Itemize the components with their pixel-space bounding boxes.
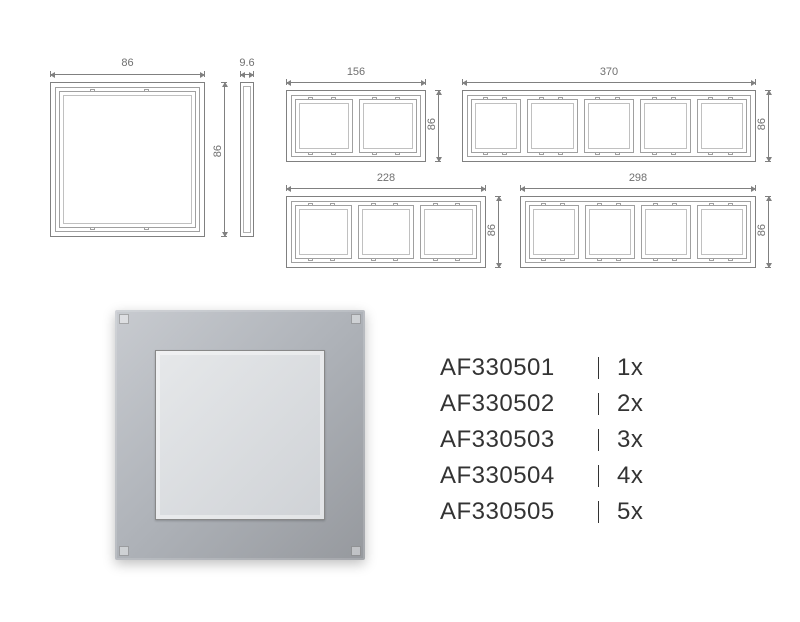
sku-row: AF330504 4x (440, 458, 643, 494)
dimline-3x-h (498, 196, 499, 268)
frame-profile (240, 82, 254, 237)
product-photo (115, 310, 365, 560)
dimline-main-height (224, 82, 225, 237)
dim-2x-h: 86 (426, 118, 438, 130)
sku-table: AF330501 1x AF330502 2x AF330503 3x AF33… (440, 350, 643, 530)
frame-3x (286, 196, 486, 268)
sku-row: AF330501 1x (440, 350, 643, 386)
dimline-depth (240, 74, 254, 75)
dimline-298 (520, 188, 756, 189)
dimline-228 (286, 188, 486, 189)
sku-sep (598, 393, 599, 415)
sku-code: AF330505 (440, 494, 590, 530)
sku-sep (598, 357, 599, 379)
dim-298: 298 (520, 172, 756, 184)
dim-depth: 9.6 (232, 57, 262, 69)
sku-qty: 1x (617, 350, 643, 386)
dimline-5x-h (768, 90, 769, 162)
sku-code: AF330502 (440, 386, 590, 422)
dim-3x-h: 86 (486, 224, 498, 236)
dimline-370 (462, 82, 756, 83)
frame-5x (462, 90, 756, 162)
dimline-4x-h (768, 196, 769, 268)
dimline-main-width (50, 74, 205, 75)
frame-1x (50, 82, 205, 237)
sku-code: AF330503 (440, 422, 590, 458)
sku-sep (598, 465, 599, 487)
sku-sep (598, 501, 599, 523)
sku-code: AF330501 (440, 350, 590, 386)
frame-4x (520, 196, 756, 268)
sku-row: AF330505 5x (440, 494, 643, 530)
sku-qty: 5x (617, 494, 643, 530)
sku-row: AF330502 2x (440, 386, 643, 422)
dim-156: 156 (286, 66, 426, 78)
dim-5x-h: 86 (756, 118, 768, 130)
dimline-156 (286, 82, 426, 83)
sku-qty: 4x (617, 458, 643, 494)
dim-main-height: 86 (212, 145, 224, 157)
frame-2x (286, 90, 426, 162)
sku-qty: 3x (617, 422, 643, 458)
dim-main-width: 86 (50, 57, 205, 69)
dim-4x-h: 86 (756, 224, 768, 236)
sku-row: AF330503 3x (440, 422, 643, 458)
sku-code: AF330504 (440, 458, 590, 494)
dim-370: 370 (462, 66, 756, 78)
sku-qty: 2x (617, 386, 643, 422)
sku-sep (598, 429, 599, 451)
dimline-2x-h (438, 90, 439, 162)
dim-228: 228 (286, 172, 486, 184)
